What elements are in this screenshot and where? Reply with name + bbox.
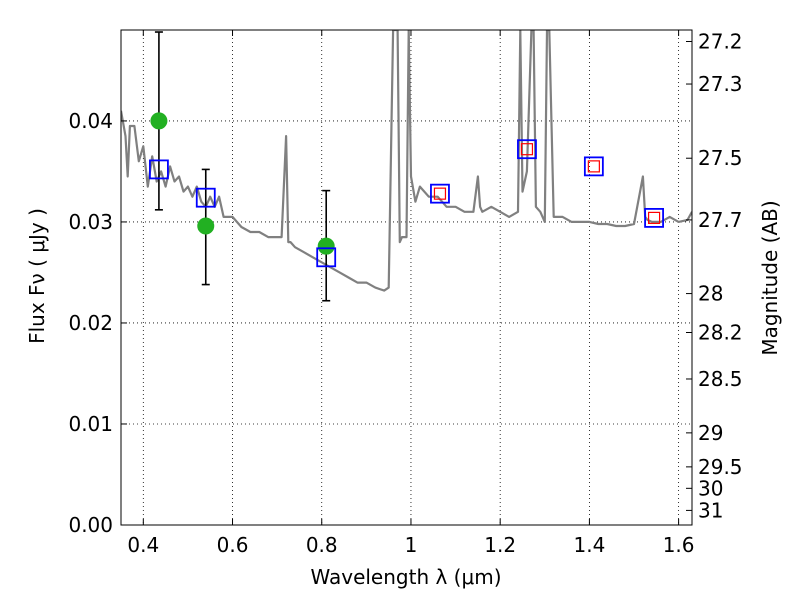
mag-tick-label: 27.3: [698, 72, 743, 96]
y-tick-label: 0.03: [68, 210, 113, 234]
observed-square-point: [520, 143, 534, 156]
y2-axis-title: Magnitude (AB): [758, 200, 782, 355]
x-tick-label: 0.4: [127, 533, 159, 557]
mag-tick-label: 28: [698, 282, 723, 306]
mag-tick-label: 29.5: [698, 455, 743, 479]
x-tick-label: 1: [405, 533, 418, 557]
y-tick-label: 0.01: [68, 412, 113, 436]
x-axis-title: Wavelength λ (μm): [310, 565, 501, 589]
x-tick-label: 1.6: [663, 533, 695, 557]
observed-point: [317, 237, 335, 255]
mag-tick-label: 29: [698, 421, 723, 445]
observed-square-point: [647, 211, 661, 224]
grid-lines: [121, 30, 692, 526]
x-tick-label: 1.2: [484, 533, 516, 557]
x-tick-label: 0.8: [306, 533, 338, 557]
observed-square-point: [433, 187, 447, 200]
mag-tick-label: 30: [698, 476, 723, 500]
model-point: [316, 247, 337, 268]
mag-tick-label: 31: [698, 498, 723, 522]
observed-point: [150, 112, 168, 130]
model-point: [149, 159, 169, 180]
mag-tick-label: 27.5: [698, 146, 743, 170]
y-tick-label: 0.04: [68, 109, 113, 133]
y-tick-label: 0.00: [68, 513, 113, 537]
tick-labels: 0.4 0.6 0.8 1 1.2 1.4 1.6 0.00 0.01 0.02 0.03 0.04 2…: [68, 29, 742, 557]
model-point: [644, 207, 664, 228]
mag-tick-label: 27.2: [698, 29, 743, 53]
observed-square-point: [587, 160, 600, 173]
mag-tick-label: 28.2: [698, 321, 743, 345]
mag-tick-label: 27.7: [698, 208, 743, 232]
y-tick-label: 0.02: [68, 311, 113, 335]
spectrum-line: [121, 30, 692, 292]
plot-frame: [120, 29, 693, 526]
x-tick-label: 0.6: [217, 533, 249, 557]
mag-tick-label: 28.5: [698, 367, 743, 391]
observed-point: [197, 217, 215, 235]
model-point: [195, 187, 216, 208]
y-axis-title: Flux Fν ( μJy ): [25, 208, 49, 344]
axis-ticks: [121, 30, 692, 526]
model-point: [517, 139, 537, 160]
plot-area: [121, 30, 692, 302]
model-point: [583, 156, 604, 177]
x-tick-label: 1.4: [573, 533, 605, 557]
model-point: [430, 183, 450, 204]
